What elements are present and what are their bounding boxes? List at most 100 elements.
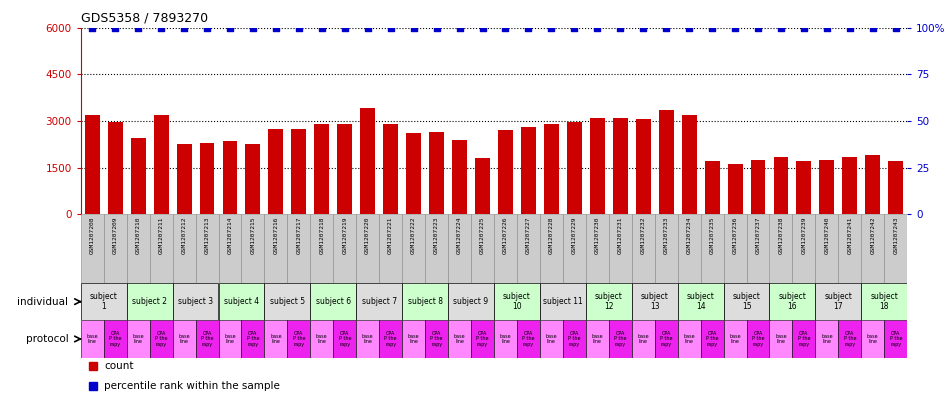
- Bar: [862, 283, 907, 320]
- Text: GSM1207236: GSM1207236: [732, 216, 737, 254]
- Bar: [521, 127, 536, 214]
- Text: GSM1207211: GSM1207211: [159, 216, 163, 254]
- Point: [222, 24, 238, 31]
- Bar: [311, 214, 333, 283]
- Bar: [126, 320, 150, 358]
- Text: GSM1207235: GSM1207235: [710, 216, 714, 254]
- Bar: [471, 320, 494, 358]
- Bar: [173, 214, 196, 283]
- Text: GSM1207232: GSM1207232: [640, 216, 646, 254]
- Text: GSM1207219: GSM1207219: [342, 216, 348, 254]
- Bar: [586, 320, 609, 358]
- Bar: [700, 320, 724, 358]
- Bar: [426, 320, 448, 358]
- Text: GSM1207216: GSM1207216: [274, 216, 278, 254]
- Text: GSM1207241: GSM1207241: [847, 216, 852, 254]
- Bar: [705, 161, 719, 214]
- Bar: [586, 283, 632, 320]
- Bar: [815, 283, 862, 320]
- Bar: [838, 320, 862, 358]
- Bar: [843, 157, 857, 214]
- Bar: [314, 124, 330, 214]
- Bar: [81, 214, 104, 283]
- Point: [590, 24, 605, 31]
- Bar: [815, 214, 838, 283]
- Text: percentile rank within the sample: percentile rank within the sample: [104, 381, 279, 391]
- Bar: [218, 320, 241, 358]
- Bar: [402, 214, 426, 283]
- Point: [314, 24, 330, 31]
- Text: subject
13: subject 13: [640, 292, 669, 311]
- Bar: [173, 283, 219, 320]
- Bar: [104, 320, 126, 358]
- Bar: [632, 320, 655, 358]
- Bar: [448, 283, 494, 320]
- Bar: [379, 214, 402, 283]
- Text: GSM1207215: GSM1207215: [251, 216, 256, 254]
- Bar: [888, 161, 903, 214]
- Text: CPA
P the
rapy: CPA P the rapy: [751, 331, 764, 347]
- Point: [475, 24, 490, 31]
- Text: GSM1207227: GSM1207227: [526, 216, 531, 254]
- Text: base
line: base line: [730, 334, 741, 344]
- Bar: [724, 320, 747, 358]
- Bar: [747, 214, 770, 283]
- Bar: [884, 320, 907, 358]
- Text: CPA
P the
rapy: CPA P the rapy: [798, 331, 810, 347]
- Bar: [632, 283, 677, 320]
- Text: CPA
P the
rapy: CPA P the rapy: [338, 331, 351, 347]
- Text: GSM1207222: GSM1207222: [411, 216, 416, 254]
- Bar: [613, 118, 628, 214]
- Bar: [815, 320, 838, 358]
- Bar: [196, 320, 218, 358]
- Text: GSM1207225: GSM1207225: [480, 216, 485, 254]
- Text: GSM1207243: GSM1207243: [893, 216, 899, 254]
- Text: count: count: [104, 362, 133, 371]
- Bar: [796, 161, 811, 214]
- Point: [888, 24, 903, 31]
- Text: GSM1207217: GSM1207217: [296, 216, 301, 254]
- Bar: [402, 320, 426, 358]
- Text: base
line: base line: [86, 334, 98, 344]
- Bar: [682, 115, 696, 214]
- Bar: [452, 140, 467, 214]
- Text: GSM1207231: GSM1207231: [618, 216, 623, 254]
- Bar: [562, 214, 586, 283]
- Text: CPA
P the
rapy: CPA P the rapy: [660, 331, 673, 347]
- Point: [796, 24, 811, 31]
- Bar: [426, 214, 448, 283]
- Bar: [448, 214, 471, 283]
- Text: CPA
P the
rapy: CPA P the rapy: [706, 331, 718, 347]
- Bar: [494, 214, 517, 283]
- Bar: [586, 214, 609, 283]
- Point: [636, 24, 651, 31]
- Text: base
line: base line: [316, 334, 328, 344]
- Bar: [724, 214, 747, 283]
- Point: [843, 24, 858, 31]
- Bar: [150, 214, 173, 283]
- Text: GSM1207237: GSM1207237: [755, 216, 761, 254]
- Bar: [677, 320, 700, 358]
- Bar: [609, 320, 632, 358]
- Text: GSM1207234: GSM1207234: [687, 216, 692, 254]
- Bar: [562, 320, 586, 358]
- Point: [360, 24, 375, 31]
- Bar: [360, 108, 375, 214]
- Text: base
line: base line: [592, 334, 603, 344]
- Text: CPA
P the
rapy: CPA P the rapy: [476, 331, 488, 347]
- Text: GSM1207209: GSM1207209: [113, 216, 118, 254]
- Text: CPA
P the
rapy: CPA P the rapy: [889, 331, 902, 347]
- Text: protocol: protocol: [26, 334, 68, 344]
- Bar: [700, 214, 724, 283]
- Bar: [517, 320, 540, 358]
- Bar: [356, 214, 379, 283]
- Text: base
line: base line: [270, 334, 282, 344]
- Bar: [287, 320, 311, 358]
- Text: subject
10: subject 10: [503, 292, 531, 311]
- Text: CPA
P the
rapy: CPA P the rapy: [385, 331, 397, 347]
- Bar: [517, 214, 540, 283]
- Bar: [379, 320, 402, 358]
- Bar: [471, 214, 494, 283]
- Bar: [567, 122, 581, 214]
- Bar: [773, 157, 788, 214]
